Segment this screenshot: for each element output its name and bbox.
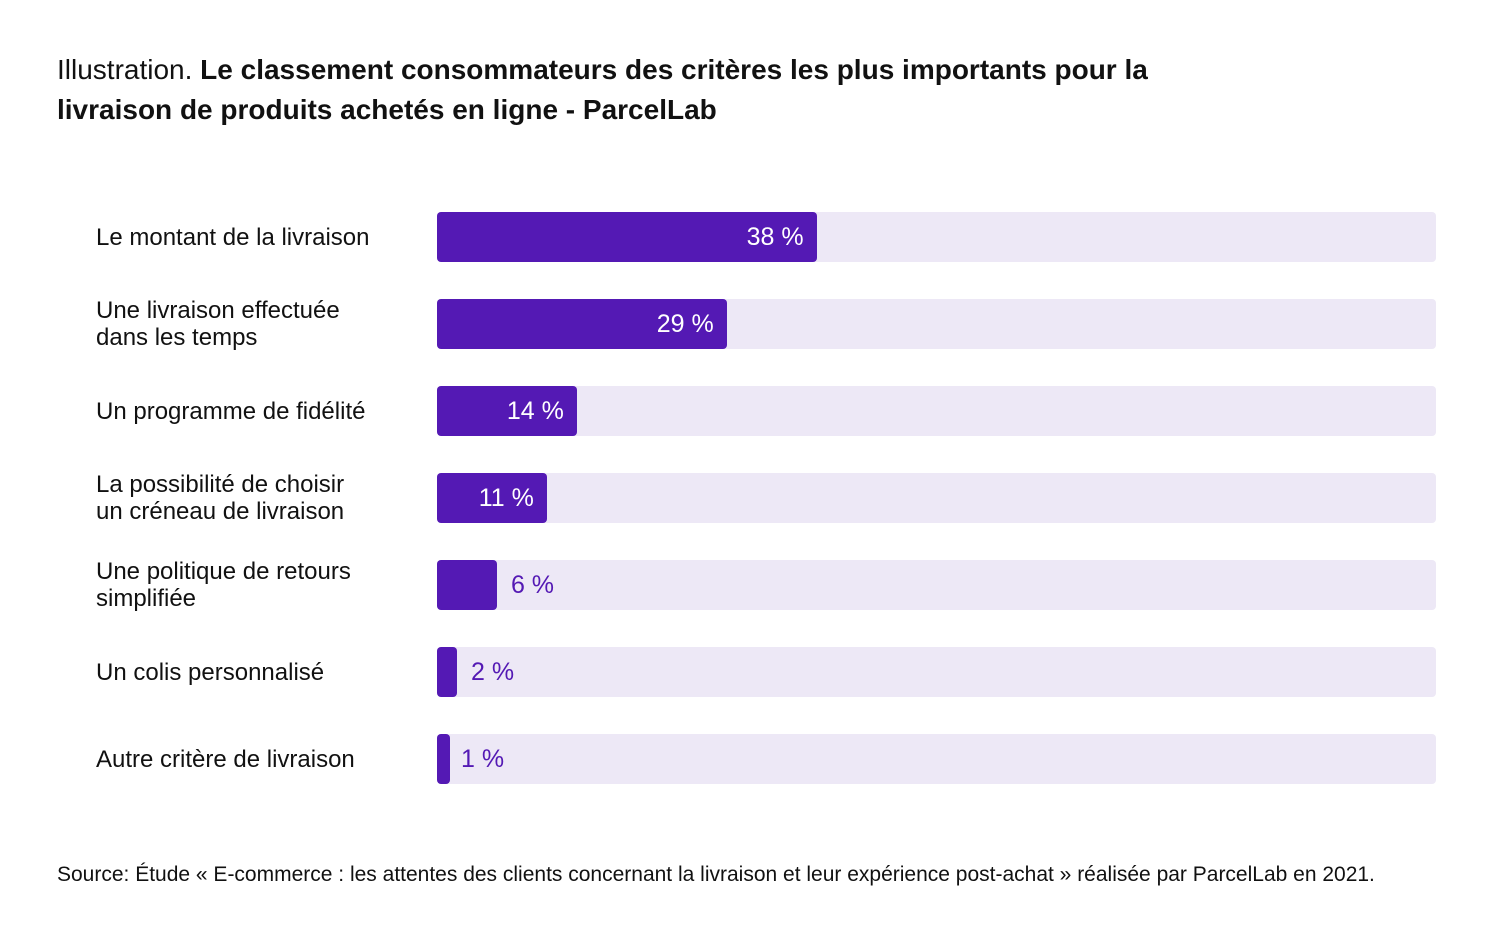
row-label: Un colis personnalisé <box>96 658 325 686</box>
row-label: Une politique de retours simplifiée <box>96 558 351 612</box>
row-label: La possibilité de choisir un créneau de … <box>96 471 345 525</box>
bar-fill: 38 % <box>437 212 817 262</box>
chart-row: Un programme de fidélité 14 % <box>96 386 1436 436</box>
row-label: Le montant de la livraison <box>96 223 370 251</box>
bar-fill <box>437 647 457 697</box>
chart-row: La possibilité de choisir un créneau de … <box>96 471 1436 525</box>
chart-row: Une politique de retours simplifiée 6 % <box>96 558 1436 612</box>
bar-fill: 11 % <box>437 473 547 523</box>
chart-row: Une livraison effectuée dans les temps 2… <box>96 297 1436 351</box>
bar-value-label-outside: 2 % <box>470 657 515 686</box>
page: Illustration. Le classement consommateur… <box>0 50 1505 933</box>
bar-track: 38 % <box>437 212 1436 262</box>
bar-fill <box>437 734 450 784</box>
bar-value-label-outside: 6 % <box>510 570 555 599</box>
row-label: Un programme de fidélité <box>96 397 366 425</box>
bar-value-label-inside: 38 % <box>746 222 804 251</box>
chart-row: Le montant de la livraison 38 % <box>96 212 1436 262</box>
bar-track: 11 % <box>437 473 1436 523</box>
bar-fill: 14 % <box>437 386 577 436</box>
bar-track: 6 % <box>437 560 1436 610</box>
bar-chart: Le montant de la livraison 38 % Une livr… <box>96 212 1436 784</box>
bar-value-label-outside: 1 % <box>460 744 505 773</box>
title-main: Le classement consommateurs des critères… <box>57 54 1148 125</box>
bar-value-label-inside: 14 % <box>506 396 564 425</box>
bar-track: 29 % <box>437 299 1436 349</box>
bar-value-label-inside: 29 % <box>656 309 714 338</box>
row-label: Autre critère de livraison <box>96 745 355 773</box>
row-label: Une livraison effectuée dans les temps <box>96 297 340 351</box>
bar-fill <box>437 560 497 610</box>
chart-row: Un colis personnalisé 2 % <box>96 647 1436 697</box>
page-title: Illustration. Le classement consommateur… <box>57 50 1387 130</box>
bar-fill: 29 % <box>437 299 727 349</box>
bar-value-label-inside: 11 % <box>478 483 534 512</box>
chart-row: Autre critère de livraison 1 % <box>96 734 1436 784</box>
source-note: Source: Étude « E-commerce : les attente… <box>57 863 1375 886</box>
bar-track: 14 % <box>437 386 1436 436</box>
bar-track: 2 % <box>437 647 1436 697</box>
title-prefix: Illustration. <box>57 54 201 85</box>
bar-track: 1 % <box>437 734 1436 784</box>
